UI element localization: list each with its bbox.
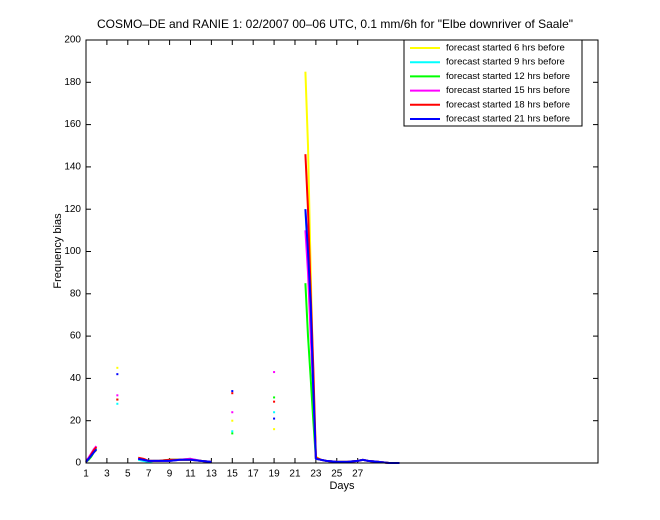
x-tick-label: 3 bbox=[104, 469, 110, 480]
chart-title: COSMO–DE and RANIE 1: 02/2007 00–06 UTC,… bbox=[97, 17, 573, 31]
y-tick-label: 60 bbox=[70, 331, 82, 342]
data-point bbox=[116, 394, 119, 397]
data-point bbox=[116, 373, 119, 376]
y-tick-label: 140 bbox=[64, 162, 81, 173]
y-tick-label: 100 bbox=[64, 246, 81, 257]
y-tick-label: 80 bbox=[70, 288, 82, 299]
data-point bbox=[116, 366, 119, 369]
x-tick-label: 23 bbox=[310, 469, 322, 480]
x-axis-label: Days bbox=[329, 480, 355, 492]
x-tick-label: 11 bbox=[185, 469, 196, 480]
y-tick-label: 40 bbox=[70, 373, 82, 384]
data-point bbox=[116, 402, 119, 405]
x-tick-label: 9 bbox=[167, 469, 173, 480]
legend: forecast started 6 hrs before forecast st… bbox=[403, 39, 583, 127]
data-point bbox=[273, 411, 276, 414]
legend-box bbox=[403, 39, 583, 127]
legend-label: forecast started 18 hrs before bbox=[446, 99, 570, 110]
data-point bbox=[231, 432, 234, 435]
data-point bbox=[273, 428, 276, 431]
x-tick-label: 13 bbox=[206, 469, 218, 480]
y-tick-label: 160 bbox=[64, 119, 81, 130]
data-point bbox=[116, 398, 119, 401]
data-point bbox=[231, 390, 234, 393]
data-point bbox=[273, 371, 276, 374]
data-point bbox=[231, 392, 234, 395]
y-tick-label: 200 bbox=[64, 35, 81, 46]
legend-label: forecast started 9 hrs before bbox=[446, 57, 565, 68]
legend-label: forecast started 12 hrs before bbox=[446, 71, 570, 82]
x-tick-label: 17 bbox=[248, 469, 260, 480]
legend-label: forecast started 21 hrs before bbox=[446, 114, 570, 125]
data-point bbox=[273, 417, 276, 420]
x-tick-label: 25 bbox=[331, 469, 343, 480]
x-tick-label: 21 bbox=[289, 469, 301, 480]
x-tick-label: 7 bbox=[146, 469, 152, 480]
x-tick-label: 27 bbox=[352, 469, 364, 480]
legend-label: forecast started 6 hrs before bbox=[446, 43, 565, 54]
data-point bbox=[273, 396, 276, 399]
data-point bbox=[231, 411, 234, 414]
x-tick-label: 19 bbox=[269, 469, 281, 480]
x-tick-label: 15 bbox=[227, 469, 239, 480]
y-tick-label: 0 bbox=[75, 458, 81, 469]
y-tick-label: 180 bbox=[64, 77, 81, 88]
y-axis-label: Frequency bias bbox=[52, 213, 64, 289]
y-tick-label: 120 bbox=[64, 204, 81, 215]
data-point bbox=[231, 419, 234, 422]
data-point bbox=[273, 400, 276, 403]
data-point bbox=[231, 430, 234, 433]
x-tick-label: 1 bbox=[83, 469, 89, 480]
x-tick-label: 5 bbox=[125, 469, 131, 480]
legend-label: forecast started 15 hrs before bbox=[446, 85, 570, 96]
axes-box bbox=[85, 39, 599, 464]
series-line bbox=[85, 209, 400, 464]
y-tick-label: 20 bbox=[70, 415, 82, 426]
